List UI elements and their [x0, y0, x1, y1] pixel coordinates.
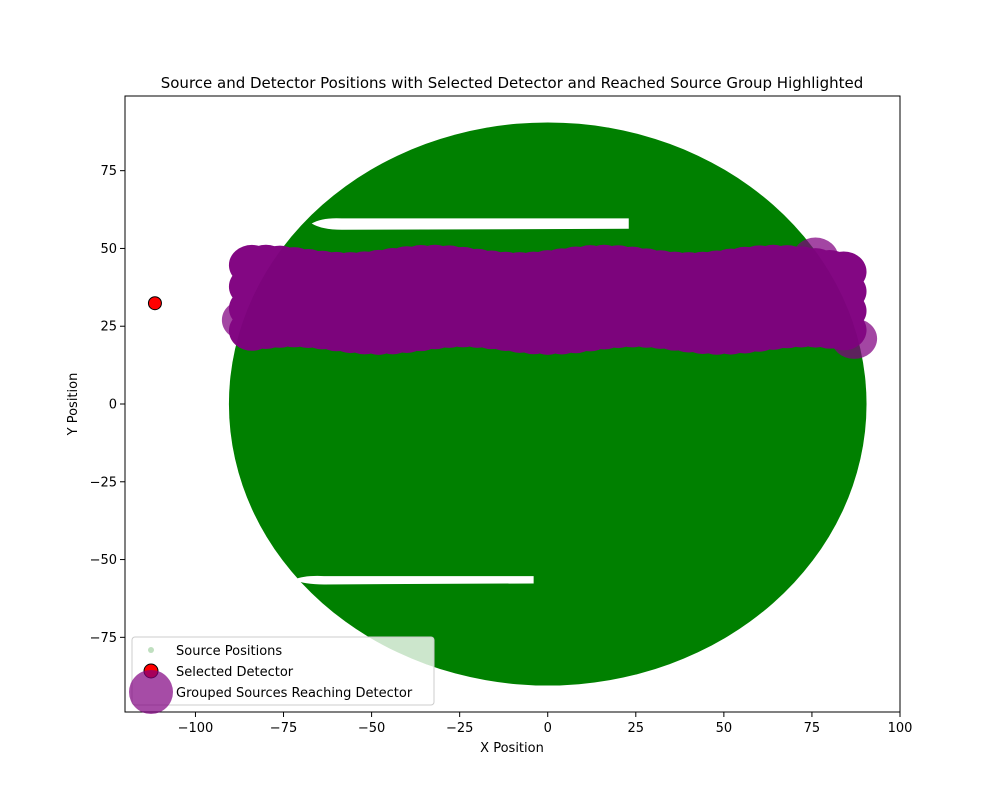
grouped-sources-layer [221, 237, 878, 359]
y-tick-label: 25 [100, 320, 117, 335]
legend-source-marker [148, 647, 154, 653]
x-tick-label: −25 [446, 721, 473, 736]
x-axis-ticks: −100 −75 −50 −25 0 25 50 75 100 [178, 712, 913, 736]
selected-detector-marker [147, 296, 162, 311]
source-positions-layer [228, 122, 867, 686]
y-tick-label: 0 [109, 398, 117, 413]
y-tick-label: −50 [90, 553, 117, 568]
y-tick-label: 75 [100, 164, 117, 179]
x-tick-label: 100 [888, 721, 913, 736]
y-tick-label: −25 [90, 475, 117, 490]
x-tick-label: −100 [178, 721, 214, 736]
y-tick-label: 50 [100, 242, 117, 257]
grouped-source-marker [803, 259, 849, 300]
legend-grouped-label: Grouped Sources Reaching Detector [176, 686, 413, 701]
x-tick-label: −50 [358, 721, 385, 736]
legend-source-label: Source Positions [176, 644, 282, 659]
y-axis-ticks: −75 −50 −25 0 25 50 75 [90, 164, 125, 646]
legend-grouped-marker [129, 670, 173, 714]
source-gap [311, 218, 629, 230]
x-tick-label: 25 [628, 721, 645, 736]
legend-detector-label: Selected Detector [176, 665, 294, 680]
plot-area [147, 122, 878, 686]
x-tick-label: 50 [716, 721, 733, 736]
source-gap [294, 575, 534, 585]
x-tick-label: 75 [804, 721, 821, 736]
grouped-source-marker [221, 299, 268, 341]
source-positions-region [228, 122, 867, 686]
y-axis-label: Y Position [66, 373, 81, 437]
x-tick-label: −75 [270, 721, 297, 736]
x-tick-label: 0 [544, 721, 552, 736]
grouped-source-marker [831, 318, 878, 359]
grouped-source-marker [243, 253, 289, 294]
selected-detector-layer [147, 296, 162, 311]
x-axis-label: X Position [480, 741, 544, 756]
legend-box [131, 636, 435, 706]
legend: Source Positions Selected Detector Group… [129, 636, 435, 714]
y-tick-label: −75 [90, 631, 117, 646]
chart-title: Source and Detector Positions with Selec… [161, 74, 864, 92]
